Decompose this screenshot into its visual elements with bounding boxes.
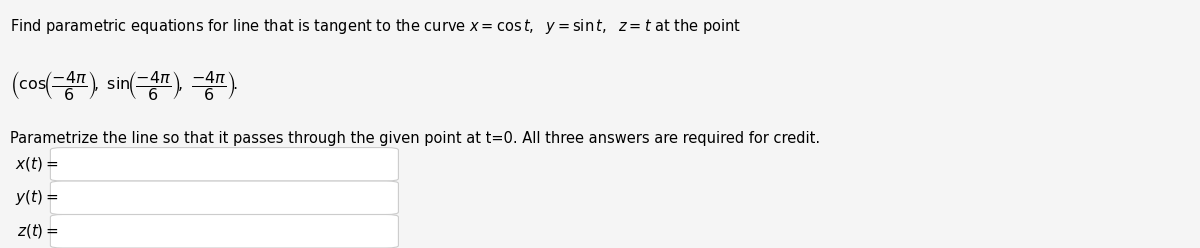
FancyBboxPatch shape — [50, 215, 398, 248]
Text: $z(t) =$: $z(t) =$ — [17, 222, 59, 240]
FancyBboxPatch shape — [50, 148, 398, 181]
Text: Parametrize the line so that it passes through the given point at t=0. All three: Parametrize the line so that it passes t… — [10, 131, 820, 146]
Text: $x(t) =$: $x(t) =$ — [16, 155, 59, 173]
Text: $\left(\mathrm{cos}\!\left(\dfrac{-4\pi}{6}\right)\!,\ \mathrm{sin}\!\left(\dfra: $\left(\mathrm{cos}\!\left(\dfrac{-4\pi}… — [10, 69, 238, 102]
FancyBboxPatch shape — [50, 181, 398, 215]
Text: Find parametric equations for line that is tangent to the curve $x = \cos t,\ \ : Find parametric equations for line that … — [10, 17, 740, 36]
Text: $y(t) =$: $y(t) =$ — [16, 188, 59, 207]
